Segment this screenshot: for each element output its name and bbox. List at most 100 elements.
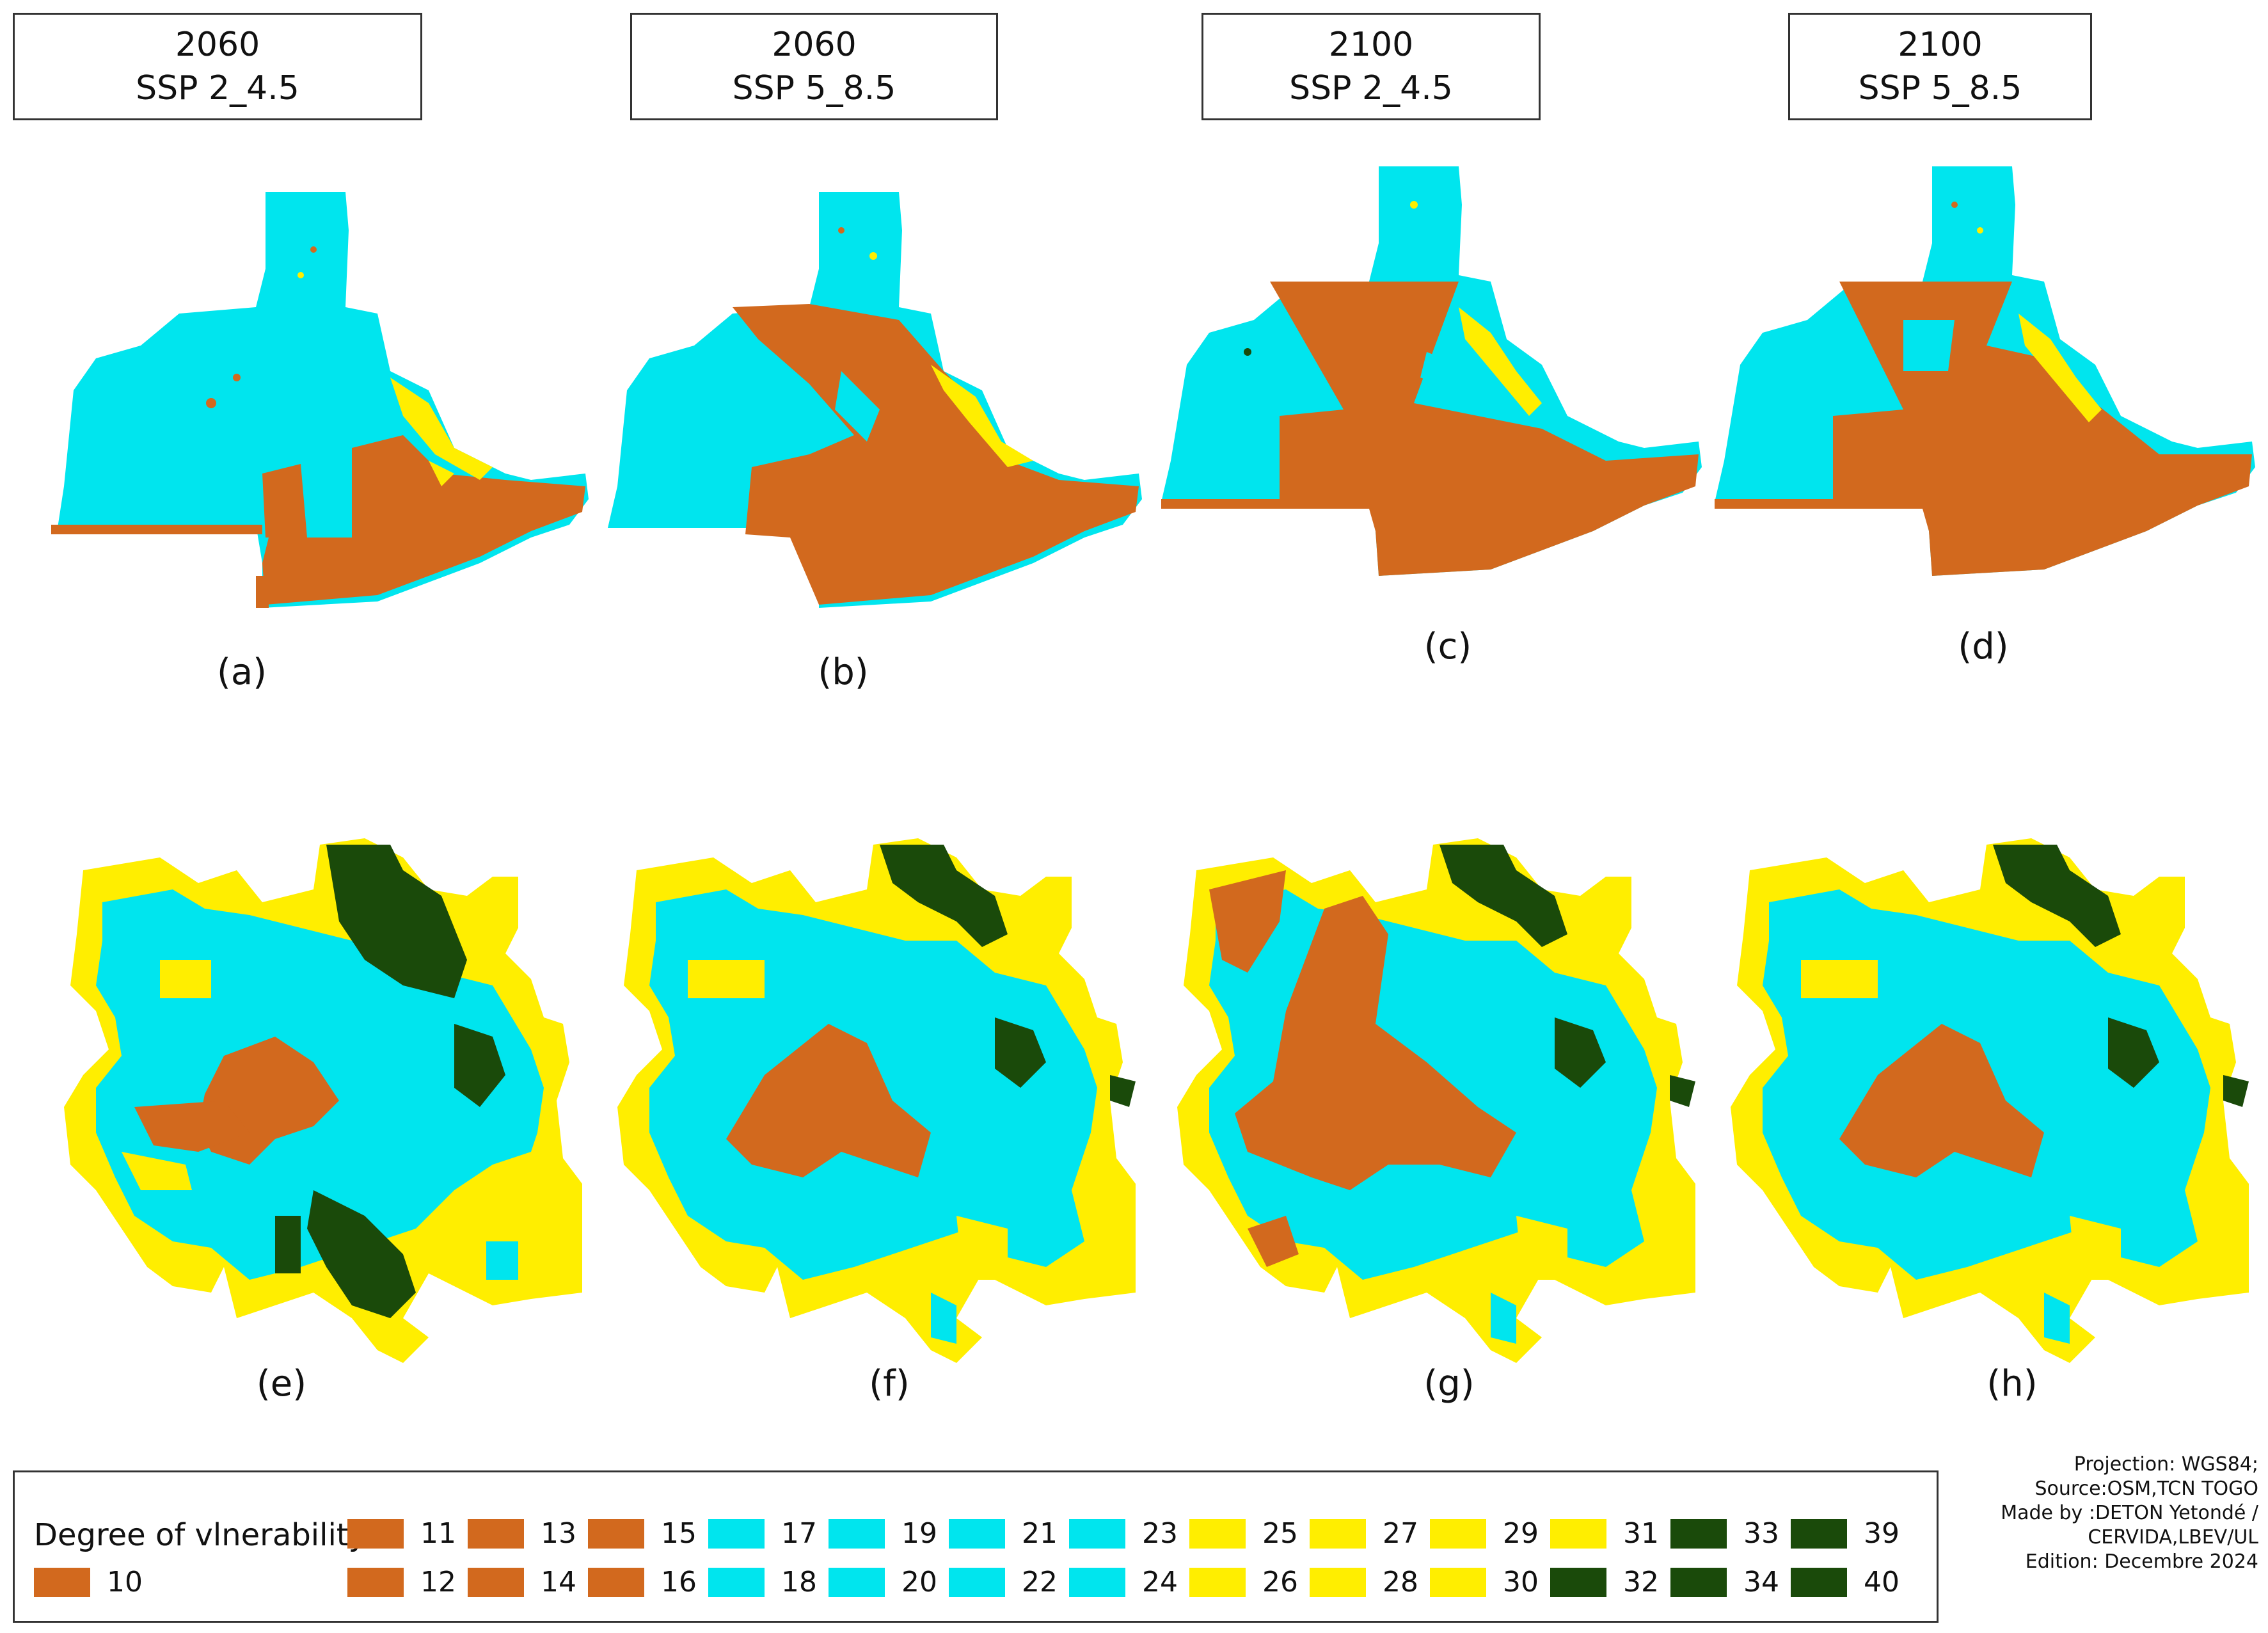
legend-item-16: 16 [588,1566,697,1598]
legend-value-34: 34 [1743,1566,1779,1598]
legend-item-18: 18 [708,1566,817,1598]
legend-value-18: 18 [781,1566,817,1598]
legend-swatch-27 [1310,1518,1366,1549]
legend-value-30: 30 [1503,1566,1539,1598]
credit-projection: Projection: WGS84; [2074,1453,2258,1476]
legend-swatch-22 [949,1567,1005,1597]
legend-item-40: 40 [1791,1566,1899,1598]
legend-swatch-30 [1430,1567,1486,1597]
legend-item-14: 14 [468,1566,576,1598]
panel-g-label: (g) [1423,1363,1475,1405]
map-g [1177,838,1695,1363]
legend-value-31: 31 [1623,1517,1659,1550]
legend-swatch-25 [1189,1518,1246,1549]
legend-swatch-29 [1430,1518,1486,1549]
legend-value-11: 11 [420,1517,456,1550]
legend-swatch-14 [468,1567,524,1597]
panel-c-label: (c) [1423,626,1472,667]
panel-c-scenario: SSP 2_4.5 [1289,69,1453,108]
panel-a-label: (a) [216,651,267,693]
map-credits: Projection: WGS84; Source:OSM,TCN TOGO M… [1958,1453,2258,1574]
legend-item-31: 31 [1550,1517,1659,1550]
panel-b-header: 2060 SSP 5_8.5 [630,13,998,120]
credit-source: Source:OSM,TCN TOGO [2034,1478,2258,1500]
map-e [64,838,582,1363]
legend-item-26: 26 [1189,1566,1298,1598]
map-panel-c [1158,160,1721,608]
legend-title: Degree of vlnerability [34,1517,367,1553]
map-b [608,192,1142,608]
credit-made-by-2: CERVIDA,LBEV/UL [2088,1526,2258,1549]
panel-h-label: (h) [1986,1363,2038,1405]
legend-value-39: 39 [1864,1517,1899,1550]
panel-d-year: 2100 [1898,26,1983,64]
legend-item-34: 34 [1670,1566,1779,1598]
legend-item-10: 10 [34,1566,143,1598]
map-panel-e [45,832,608,1376]
map-c [1161,166,1702,576]
panel-d-label: (d) [1958,626,2009,667]
panel-a-year: 2060 [175,26,260,64]
legend-item-29: 29 [1430,1517,1539,1550]
legend-swatch-11 [347,1518,404,1549]
legend-item-22: 22 [949,1566,1058,1598]
legend-item-28: 28 [1310,1566,1418,1598]
legend-value-17: 17 [781,1517,817,1550]
legend-swatch-16 [588,1567,644,1597]
legend-value-16: 16 [661,1566,697,1598]
legend: Degree of vlnerability 10 11 12 13 14 15 16 17 1… [13,1470,1939,1623]
map-panel-h [1711,832,2268,1376]
panel-b-label: (b) [818,651,869,693]
map-panel-b [598,179,1161,627]
legend-value-22: 22 [1022,1566,1058,1598]
legend-swatch-33 [1670,1518,1727,1549]
legend-item-25: 25 [1189,1517,1298,1550]
legend-value-14: 14 [541,1566,576,1598]
map-panel-g [1158,832,1721,1376]
legend-item-12: 12 [347,1566,456,1598]
legend-item-30: 30 [1430,1566,1539,1598]
panel-d-header: 2100 SSP 5_8.5 [1788,13,2092,120]
legend-value-10: 10 [107,1566,143,1598]
legend-swatch-26 [1189,1567,1246,1597]
map-panel-f [598,832,1161,1376]
legend-swatch-34 [1670,1567,1727,1597]
legend-value-29: 29 [1503,1517,1539,1550]
legend-item-33: 33 [1670,1517,1779,1550]
panel-a-scenario: SSP 2_4.5 [136,69,299,108]
legend-value-27: 27 [1383,1517,1418,1550]
legend-swatch-10 [34,1567,90,1597]
panel-e-label: (e) [256,1363,307,1405]
map-f [617,838,1136,1363]
legend-item-21: 21 [949,1517,1058,1550]
legend-item-23: 23 [1069,1517,1178,1550]
legend-item-11: 11 [347,1517,456,1550]
credit-edition: Edition: Decembre 2024 [2025,1550,2258,1573]
panel-a-header: 2060 SSP 2_4.5 [13,13,422,120]
legend-swatch-31 [1550,1518,1606,1549]
legend-value-21: 21 [1022,1517,1058,1550]
legend-swatch-18 [708,1567,765,1597]
legend-swatch-28 [1310,1567,1366,1597]
legend-value-13: 13 [541,1517,576,1550]
panel-f-label: (f) [869,1363,910,1405]
legend-swatch-40 [1791,1567,1847,1597]
panel-d-scenario: SSP 5_8.5 [1858,69,2022,108]
legend-value-12: 12 [420,1566,456,1598]
panel-b-year: 2060 [772,26,857,64]
map-d [1715,166,2255,576]
legend-value-28: 28 [1383,1566,1418,1598]
legend-value-26: 26 [1262,1566,1298,1598]
legend-value-24: 24 [1142,1566,1178,1598]
legend-item-20: 20 [829,1566,937,1598]
legend-value-20: 20 [901,1566,937,1598]
legend-item-15: 15 [588,1517,697,1550]
legend-value-15: 15 [661,1517,697,1550]
legend-value-25: 25 [1262,1517,1298,1550]
legend-item-39: 39 [1791,1517,1899,1550]
legend-swatch-39 [1791,1518,1847,1549]
legend-swatch-13 [468,1518,524,1549]
panel-c-year: 2100 [1328,26,1414,64]
legend-value-40: 40 [1864,1566,1899,1598]
legend-item-17: 17 [708,1517,817,1550]
